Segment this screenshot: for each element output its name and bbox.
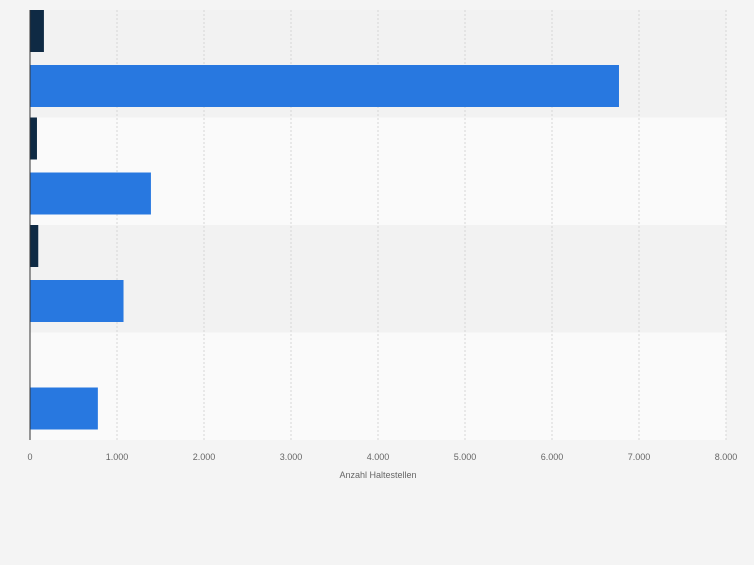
x-tick-label: 8.000: [715, 452, 738, 462]
x-tick-label: 4.000: [367, 452, 390, 462]
bars: [30, 10, 619, 430]
x-tick-label: 3.000: [280, 452, 303, 462]
bar: [30, 172, 151, 215]
x-tick-label: 5.000: [454, 452, 477, 462]
bar: [30, 117, 37, 160]
x-axis-label: Anzahl Haltestellen: [339, 470, 416, 480]
x-tick-label: 6.000: [541, 452, 564, 462]
x-tick-label: 0: [27, 452, 32, 462]
bar: [30, 387, 98, 430]
x-tick-label: 2.000: [193, 452, 216, 462]
x-tick-labels: 0 1.000 2.000 3.000 4.000 5.000 6.000 7.000 8.00…: [27, 452, 737, 462]
bar: [30, 225, 39, 267]
x-tick-label: 7.000: [628, 452, 651, 462]
bar: [30, 10, 44, 52]
x-tick-label: 1.000: [106, 452, 129, 462]
bar: [30, 280, 124, 322]
bar: [30, 65, 619, 107]
